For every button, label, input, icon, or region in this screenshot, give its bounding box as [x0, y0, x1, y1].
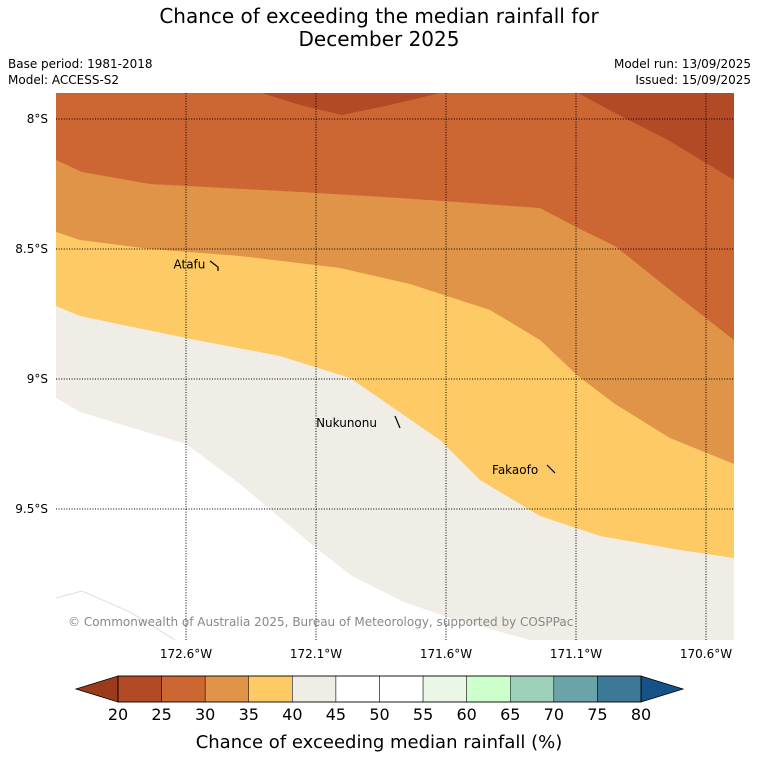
colorbar-tick-label: 70	[544, 705, 564, 724]
lon-tick-label: 172.1°W	[290, 647, 342, 661]
colorbar-segment	[162, 676, 206, 702]
colorbar: 20 25 30 35 40 45 50 55 60 65 70 75 80	[76, 676, 683, 724]
colorbar-under-arrow	[76, 676, 118, 702]
colorbar-segment	[249, 676, 293, 702]
colorbar-tick-label: 60	[456, 705, 476, 724]
lon-tick-label: 171.1°W	[550, 647, 602, 661]
colorbar-segment	[336, 676, 380, 702]
lon-tick-label: 171.6°W	[420, 647, 472, 661]
colorbar-over-arrow	[641, 676, 683, 702]
colorbar-segment	[118, 676, 162, 702]
lon-tick-label: 170.6°W	[680, 647, 732, 661]
place-label: Nukunonu	[316, 416, 377, 430]
colorbar-tick-label: 30	[195, 705, 215, 724]
colorbar-tick-label: 50	[369, 705, 389, 724]
colorbar-tick-label: 20	[108, 705, 128, 724]
lat-tick-label: 9°S	[27, 372, 48, 386]
colorbar-segment	[554, 676, 598, 702]
lat-tick-label: 8°S	[27, 112, 48, 126]
copyright-notice: © Commonwealth of Australia 2025, Bureau…	[68, 615, 573, 629]
lon-tick-label: 172.6°W	[160, 647, 212, 661]
lat-tick-label: 8.5°S	[15, 242, 48, 256]
colorbar-segment	[380, 676, 424, 702]
colorbar-tick-label: 25	[151, 705, 171, 724]
longitude-labels: 172.6°W 172.1°W 171.6°W 171.1°W 170.6°W	[160, 647, 732, 661]
colorbar-segment	[510, 676, 554, 702]
colorbar-segment	[423, 676, 467, 702]
colorbar-tick-label: 35	[239, 705, 259, 724]
colorbar-tick-label: 40	[282, 705, 302, 724]
colorbar-tick-label: 65	[500, 705, 520, 724]
colorbar-segment	[467, 676, 511, 702]
colorbar-tick-label: 80	[631, 705, 651, 724]
place-label: Atafu	[174, 258, 206, 272]
map-plot-area: Atafu Nukunonu Fakaofo © Commonwealth of A…	[56, 93, 734, 640]
colorbar-segment	[597, 676, 641, 702]
colorbar-segment	[205, 676, 249, 702]
colorbar-segment	[292, 676, 336, 702]
lat-tick-label: 9.5°S	[15, 502, 48, 516]
place-label: Fakaofo	[492, 463, 538, 477]
forecast-map: Atafu Nukunonu Fakaofo © Commonwealth of A…	[0, 0, 758, 781]
latitude-labels: 8°S 8.5°S 9°S 9.5°S	[15, 112, 48, 516]
colorbar-tick-label: 45	[326, 705, 346, 724]
colorbar-title: Chance of exceeding median rainfall (%)	[196, 732, 563, 753]
colorbar-tick-label: 75	[587, 705, 607, 724]
colorbar-tick-label: 55	[413, 705, 433, 724]
